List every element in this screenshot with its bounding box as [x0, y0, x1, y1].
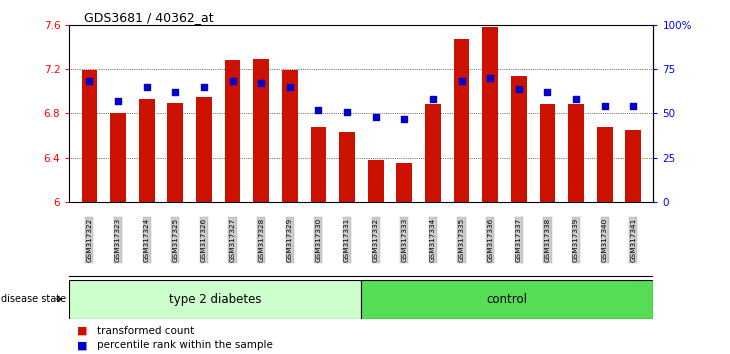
Text: GSM317322: GSM317322 [86, 218, 93, 262]
Point [599, 103, 610, 109]
Bar [69, 280, 361, 319]
Point [341, 109, 353, 114]
Bar [82, 70, 97, 202]
Bar [167, 103, 183, 202]
Bar [483, 27, 498, 202]
Text: GSM317323: GSM317323 [115, 218, 121, 262]
Bar [368, 160, 383, 202]
Bar [282, 70, 298, 202]
Point [169, 89, 181, 95]
Text: transformed count: transformed count [97, 326, 194, 336]
Text: GSM317340: GSM317340 [602, 218, 607, 262]
Bar [568, 104, 584, 202]
Text: GSM317328: GSM317328 [258, 218, 264, 262]
Point [83, 79, 95, 84]
Point [312, 107, 324, 113]
Point [542, 89, 553, 95]
Point [570, 96, 582, 102]
Bar [139, 99, 155, 202]
Text: GSM317329: GSM317329 [287, 218, 293, 262]
Text: GSM317332: GSM317332 [372, 218, 379, 262]
Bar [539, 104, 556, 202]
Text: GSM317336: GSM317336 [487, 218, 493, 262]
Text: GSM317330: GSM317330 [315, 218, 321, 262]
Point [427, 96, 439, 102]
Point [112, 98, 124, 104]
Bar [110, 113, 126, 202]
Bar [361, 280, 653, 319]
Point [227, 79, 239, 84]
Point [456, 79, 467, 84]
Text: GSM317339: GSM317339 [573, 218, 579, 262]
Text: control: control [487, 293, 528, 306]
Text: GSM317324: GSM317324 [144, 218, 150, 262]
Point [628, 103, 639, 109]
Text: type 2 diabetes: type 2 diabetes [169, 293, 261, 306]
Text: ■: ■ [77, 340, 87, 350]
Bar [626, 130, 641, 202]
Point [399, 116, 410, 121]
Text: GSM317338: GSM317338 [545, 218, 550, 262]
Point [284, 84, 296, 90]
Bar [225, 60, 240, 202]
Bar [511, 76, 526, 202]
Text: GDS3681 / 40362_at: GDS3681 / 40362_at [84, 11, 214, 24]
Text: GSM317333: GSM317333 [402, 218, 407, 262]
Point [370, 114, 382, 120]
Text: GSM317341: GSM317341 [630, 218, 637, 262]
Text: GSM317335: GSM317335 [458, 218, 464, 262]
Text: disease state: disease state [1, 294, 66, 304]
Text: GSM317331: GSM317331 [344, 218, 350, 262]
Bar [396, 163, 412, 202]
Text: ■: ■ [77, 326, 87, 336]
Point [141, 84, 153, 90]
Bar [339, 132, 355, 202]
Bar [425, 104, 441, 202]
Text: percentile rank within the sample: percentile rank within the sample [97, 340, 273, 350]
Text: GSM317326: GSM317326 [201, 218, 207, 262]
Text: GSM317327: GSM317327 [229, 218, 236, 262]
Point [513, 86, 525, 91]
Text: GSM317337: GSM317337 [516, 218, 522, 262]
Point [255, 80, 267, 86]
Bar [196, 97, 212, 202]
Bar [310, 127, 326, 202]
Point [484, 75, 496, 81]
Bar [453, 39, 469, 202]
Bar [597, 127, 612, 202]
Point [198, 84, 210, 90]
Bar [253, 59, 269, 202]
Text: GSM317325: GSM317325 [172, 218, 178, 262]
Text: GSM317334: GSM317334 [430, 218, 436, 262]
